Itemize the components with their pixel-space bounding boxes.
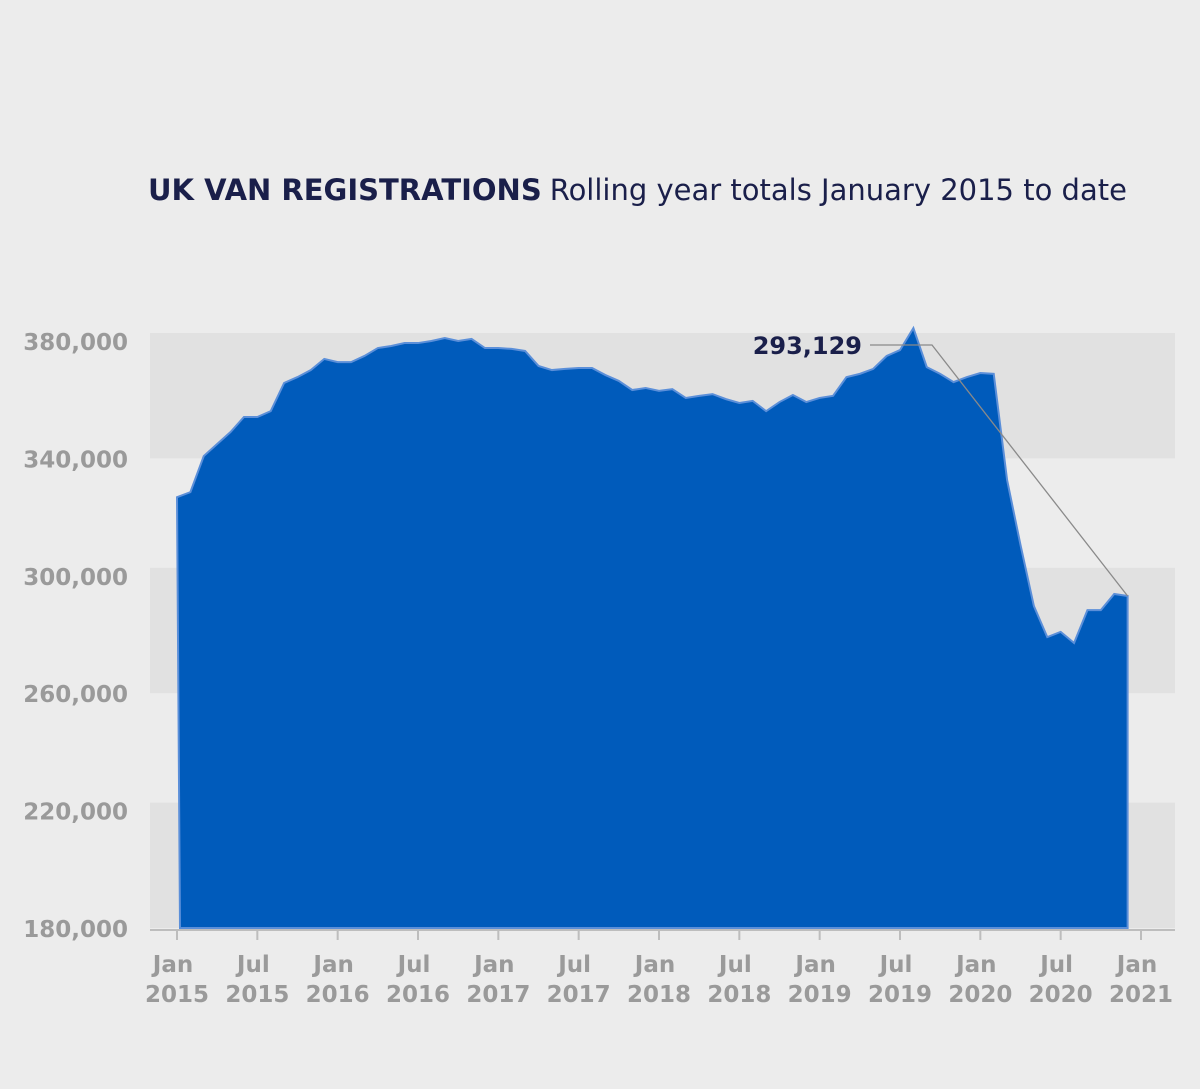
x-tick-label-line: Jul	[878, 952, 921, 978]
x-tick-label-line: Jan	[151, 952, 201, 978]
x-tick-label-line: 2017	[466, 982, 530, 1008]
x-tick-label: Jul 2015	[225, 952, 289, 1008]
x-tick-label: Jul 2016	[386, 952, 450, 1008]
x-tick-label-line: 2016	[386, 982, 450, 1008]
chart-heading: UK VAN REGISTRATIONS Rolling year totals …	[148, 173, 1127, 207]
x-tick-label: Jan 2018	[627, 952, 691, 1008]
x-tick-label: Jan 2021	[1109, 952, 1173, 1008]
chart-title: UK VAN REGISTRATIONS	[148, 173, 542, 207]
y-tick-label: 380,000	[23, 330, 128, 356]
x-tick-label-line: 2018	[707, 982, 771, 1008]
annotation: 293,129	[753, 332, 862, 360]
y-tick-label: 220,000	[23, 800, 128, 826]
x-tick-label-line: 2019	[868, 982, 932, 1008]
x-tick-label-line: Jul	[396, 952, 439, 978]
x-tick-label-line: Jan	[793, 952, 843, 978]
x-tick-label: Jul 2017	[547, 952, 611, 1008]
x-tick-label-line: Jul	[717, 952, 760, 978]
x-tick-label: Jul 2018	[707, 952, 771, 1008]
x-tick-label: Jul 2019	[868, 952, 932, 1008]
x-tick-label-line: Jan	[311, 952, 361, 978]
x-tick-label: Jul 2020	[1029, 952, 1093, 1008]
y-tick-label: 260,000	[23, 682, 128, 708]
x-tick-label: Jan 2017	[466, 952, 530, 1008]
x-tick-label-line: Jan	[633, 952, 683, 978]
y-tick-label: 340,000	[23, 447, 128, 473]
x-tick-label: Jan 2020	[948, 952, 1012, 1008]
x-tick-label-line: 2019	[788, 982, 852, 1008]
x-tick-label-line: Jul	[1038, 952, 1081, 978]
x-tick-label-line: 2020	[948, 982, 1012, 1008]
x-tick-label: Jan 2019	[788, 952, 852, 1008]
x-tick-label-line: 2018	[627, 982, 691, 1008]
x-tick-label: Jan 2015	[145, 952, 209, 1008]
x-tick-label-line: Jan	[954, 952, 1004, 978]
x-tick-label-line: Jul	[556, 952, 599, 978]
x-tick-label-line: 2016	[306, 982, 370, 1008]
x-tick-label-line: Jul	[235, 952, 278, 978]
area	[175, 325, 1129, 929]
chart-subtitle: Rolling year totals January 2015 to date	[550, 173, 1127, 207]
y-tick-label: 300,000	[23, 565, 128, 591]
x-tick-label: Jan 2016	[306, 952, 370, 1008]
x-tick-label-line: Jan	[1115, 952, 1165, 978]
x-tick-label-line: 2021	[1109, 982, 1173, 1008]
x-tick-label-line: 2020	[1029, 982, 1093, 1008]
x-tick-label-line: Jan	[472, 952, 522, 978]
x-tick-label-line: 2017	[547, 982, 611, 1008]
y-tick-label: 180,000	[23, 917, 128, 943]
x-tick-label-line: 2015	[225, 982, 289, 1008]
x-tick-label-line: 2015	[145, 982, 209, 1008]
annotation-leader	[870, 344, 1129, 597]
